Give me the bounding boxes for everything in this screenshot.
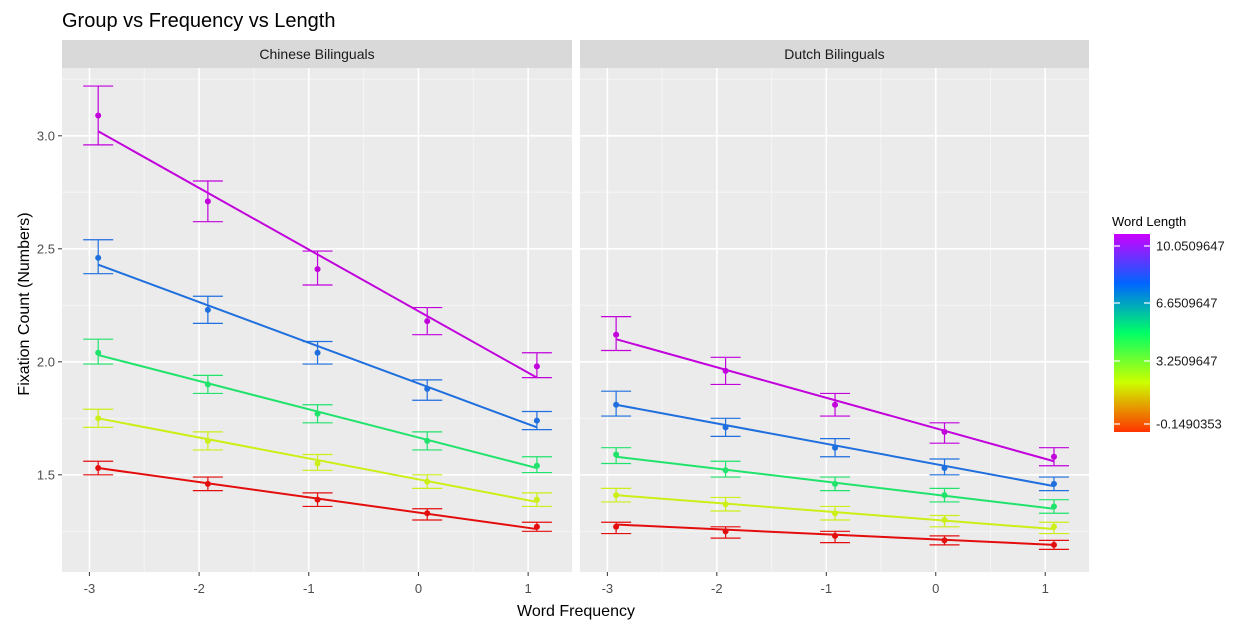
data-point bbox=[1050, 523, 1057, 530]
x-axis-label: Word Frequency bbox=[517, 603, 635, 620]
data-point bbox=[941, 492, 948, 499]
data-point bbox=[1050, 453, 1057, 460]
legend-ticks: 10.0509647 6.6509647 3.2509647 -0.1490353 bbox=[1114, 239, 1225, 432]
data-point bbox=[941, 428, 948, 435]
data-point bbox=[832, 480, 839, 487]
data-point bbox=[204, 480, 211, 487]
panel-background bbox=[580, 68, 1089, 572]
data-point bbox=[424, 478, 431, 485]
y-tick-label: 2.5 bbox=[37, 241, 55, 256]
x-tick-label: -3 bbox=[602, 581, 614, 596]
data-point bbox=[941, 465, 948, 472]
x-tick-label: -2 bbox=[193, 581, 205, 596]
x-tick-label: 1 bbox=[525, 581, 532, 596]
data-point bbox=[613, 401, 620, 408]
data-point bbox=[95, 254, 102, 261]
data-point bbox=[314, 410, 321, 417]
chart-title: Group vs Frequency vs Length bbox=[62, 10, 335, 32]
data-point bbox=[613, 331, 620, 338]
data-point bbox=[204, 198, 211, 205]
data-point bbox=[314, 496, 321, 503]
legend-label: 10.0509647 bbox=[1156, 239, 1225, 254]
legend-label: -0.1490353 bbox=[1156, 417, 1222, 432]
data-point bbox=[832, 401, 839, 408]
series-4 bbox=[601, 521, 1069, 550]
data-point bbox=[613, 523, 620, 530]
data-point bbox=[95, 112, 102, 119]
series-2 bbox=[83, 338, 552, 474]
data-point bbox=[832, 532, 839, 539]
x-tick-label: 0 bbox=[415, 581, 422, 596]
legend-label: 3.2509647 bbox=[1156, 354, 1217, 369]
data-point bbox=[204, 306, 211, 313]
data-point bbox=[424, 385, 431, 392]
data-point bbox=[722, 501, 729, 508]
y-tick-label: 3.0 bbox=[37, 128, 55, 143]
strip-background bbox=[580, 40, 1089, 68]
strip-label: Chinese Bilinguals bbox=[259, 46, 374, 62]
series-3 bbox=[83, 408, 552, 508]
x-tick-label: 1 bbox=[1042, 581, 1049, 596]
data-point bbox=[95, 415, 102, 422]
legend-label: 6.6509647 bbox=[1156, 296, 1217, 311]
series-0 bbox=[83, 85, 552, 379]
data-point bbox=[1050, 541, 1057, 548]
data-point bbox=[204, 437, 211, 444]
data-point bbox=[1050, 503, 1057, 510]
data-point bbox=[95, 465, 102, 472]
data-point bbox=[314, 266, 321, 273]
data-point bbox=[204, 381, 211, 388]
strip-background bbox=[62, 40, 572, 68]
data-point bbox=[613, 451, 620, 458]
data-point bbox=[941, 537, 948, 544]
x-tick-label: -2 bbox=[711, 581, 723, 596]
x-tick-label: -1 bbox=[303, 581, 315, 596]
data-point bbox=[722, 467, 729, 474]
data-point bbox=[941, 517, 948, 524]
data-point bbox=[424, 318, 431, 325]
series-2 bbox=[601, 447, 1069, 514]
x-tick-label: -1 bbox=[821, 581, 833, 596]
legend-colorbar bbox=[1114, 234, 1150, 432]
legend-title: Word Length bbox=[1112, 214, 1186, 229]
data-point bbox=[533, 417, 540, 424]
series-3 bbox=[601, 487, 1069, 535]
chart-panels: Chinese Bilinguals -3 -2 -1 0 1 1.5 2.0 2.5 3.0 Du… bbox=[37, 40, 1089, 596]
data-point bbox=[314, 460, 321, 467]
data-point bbox=[533, 496, 540, 503]
data-point bbox=[533, 523, 540, 530]
y-tick-label: 2.0 bbox=[37, 354, 55, 369]
data-point bbox=[314, 349, 321, 356]
data-point bbox=[832, 510, 839, 517]
y-axis-label: Fixation Count (Numbers) bbox=[16, 212, 33, 395]
data-point bbox=[533, 363, 540, 370]
series-0 bbox=[601, 316, 1069, 467]
series-4 bbox=[83, 460, 552, 532]
strip-label: Dutch Bilinguals bbox=[784, 46, 884, 62]
panel-background bbox=[62, 68, 572, 572]
data-point bbox=[722, 528, 729, 535]
data-point bbox=[424, 437, 431, 444]
data-point bbox=[95, 349, 102, 356]
panel-1: Dutch Bilinguals -3 -2 -1 0 1 bbox=[580, 40, 1089, 596]
panel-0: Chinese Bilinguals -3 -2 -1 0 1 1.5 2.0 2.5 3.0 bbox=[37, 40, 572, 596]
data-point bbox=[722, 367, 729, 374]
data-point bbox=[424, 510, 431, 517]
y-tick-label: 1.5 bbox=[37, 467, 55, 482]
data-point bbox=[533, 462, 540, 469]
x-tick-label: 0 bbox=[932, 581, 939, 596]
data-point bbox=[613, 492, 620, 499]
data-point bbox=[832, 444, 839, 451]
data-point bbox=[1050, 480, 1057, 487]
series-1 bbox=[601, 390, 1069, 492]
data-point bbox=[722, 424, 729, 431]
series-1 bbox=[83, 239, 552, 431]
legend: Word Length 10.0509647 6.6509647 3.2509647… bbox=[1112, 214, 1225, 432]
x-tick-label: -3 bbox=[84, 581, 96, 596]
